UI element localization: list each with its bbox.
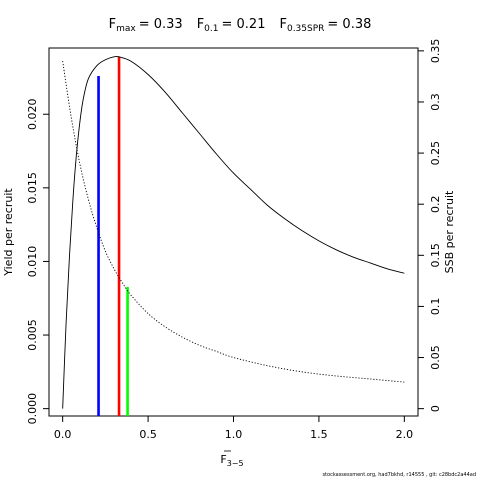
title-value: = 0.38 — [327, 17, 371, 32]
ssb-per-recruit-curve — [62, 61, 405, 383]
y-right-tick-label: 0.2 — [429, 195, 442, 213]
yield-per-recruit-curve — [62, 55, 405, 409]
y-left-tick-label: 0.000 — [26, 393, 39, 425]
y-axis-left: 0.000 0.005 0.010 0.015 0.020 — [26, 98, 49, 424]
y-right-tick-label: 0.15 — [429, 243, 442, 268]
y-left-tick-label: 0.015 — [26, 172, 39, 204]
title-value: = 0.21 — [222, 17, 266, 32]
footer-credit: stockassessment.org, had7bkhd, r14555 , … — [322, 472, 476, 478]
x-axis-label: F3−5 — [220, 450, 244, 468]
y-right-tick-label: 0 — [429, 405, 442, 412]
x-axis: 0.0 0.5 1.0 1.5 2.0 — [54, 416, 413, 441]
reference-lines — [97, 56, 129, 416]
plot-frame — [48, 47, 419, 417]
x-tick-label: 2.0 — [396, 428, 414, 441]
curves — [62, 55, 405, 409]
y-axis-right-label: SSB per recruit — [443, 190, 456, 273]
title-symbol: F — [279, 17, 286, 32]
y-right-tick-label: 0.25 — [429, 141, 442, 166]
x-tick-label: 0.5 — [139, 428, 157, 441]
y-right-tick-label: 0.3 — [429, 93, 442, 111]
y-right-tick-label: 0.35 — [429, 39, 442, 64]
title-text: Fmax = 0.33 F0.1 = 0.21 F0.35SPR = 0.38 — [109, 17, 372, 34]
y-left-tick-label: 0.020 — [26, 98, 39, 129]
y-right-tick-label: 0.05 — [429, 345, 442, 370]
title-subscript: max — [116, 24, 136, 34]
title-subscript: 0.1 — [204, 24, 218, 34]
x-label-symbol: F — [220, 453, 226, 466]
x-tick-label: 1.5 — [310, 428, 328, 441]
title-value: = 0.33 — [139, 17, 183, 32]
y-left-tick-label: 0.005 — [26, 319, 39, 351]
y-axis-left-label: Yield per recruit — [2, 188, 15, 277]
y-left-tick-label: 0.010 — [26, 246, 39, 278]
x-tick-label: 1.0 — [225, 428, 243, 441]
x-axis-label-text: F3−5 — [220, 453, 243, 468]
y-axis-right: 0 0.05 0.1 0.15 0.2 0.25 0.3 0.35 — [418, 39, 442, 412]
title-symbol: F — [109, 17, 116, 32]
x-label-subscript: 3−5 — [227, 459, 244, 468]
title-symbol: F — [197, 17, 204, 32]
y-right-tick-label: 0.1 — [429, 298, 442, 316]
chart-title: Fmax = 0.33 F0.1 = 0.21 F0.35SPR = 0.38 — [109, 17, 372, 34]
x-tick-label: 0.0 — [54, 428, 72, 441]
title-subscript: 0.35SPR — [287, 24, 324, 34]
